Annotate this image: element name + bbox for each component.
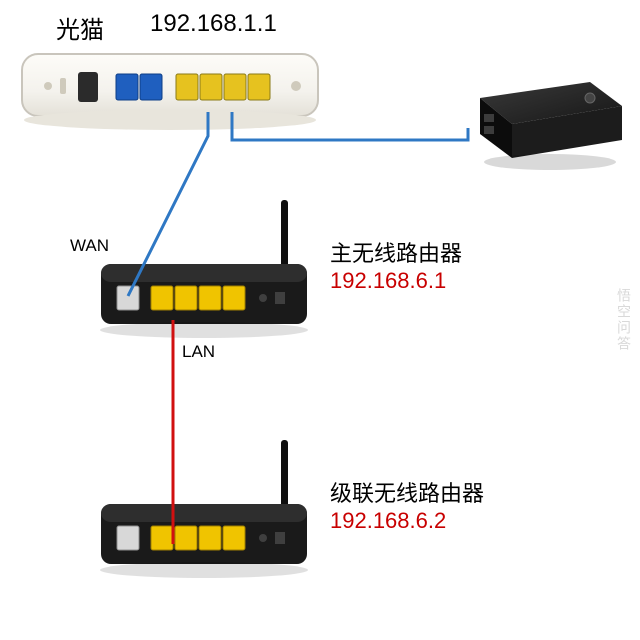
main-router-device bbox=[95, 200, 325, 340]
modem-name-label: 光猫 bbox=[56, 10, 104, 45]
lan-port-label-1: LAN bbox=[182, 342, 215, 362]
main-router-ip: 192.168.6.1 bbox=[330, 268, 446, 294]
cascade-router-ip: 192.168.6.2 bbox=[330, 508, 446, 534]
optical-modem-device bbox=[20, 48, 320, 134]
cascade-router-device bbox=[95, 440, 325, 580]
diagram-canvas: 光猫 192.168.1.1 WAN 主无线路由器 192.168.6.1 LA… bbox=[0, 0, 640, 640]
watermark-text: 悟空问答 bbox=[614, 288, 634, 352]
modem-ip-label: 192.168.1.1 bbox=[150, 10, 277, 38]
settop-box-device bbox=[450, 62, 630, 172]
main-router-name: 主无线路由器 bbox=[330, 236, 462, 268]
cascade-router-name: 级联无线路由器 bbox=[330, 476, 484, 508]
